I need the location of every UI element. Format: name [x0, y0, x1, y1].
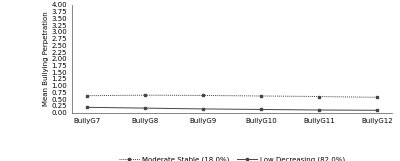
Y-axis label: Mean Bullying Perpetration: Mean Bullying Perpetration — [43, 11, 49, 106]
Legend: Moderate Stable (18.0%), Low Decreasing (82.0%): Moderate Stable (18.0%), Low Decreasing … — [116, 153, 348, 161]
